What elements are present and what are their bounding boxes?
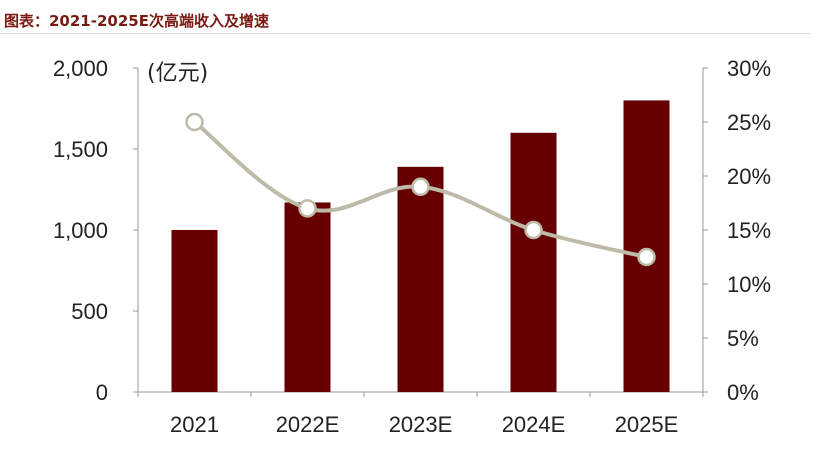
bar-2021 [171, 230, 218, 392]
growth-point-2025E [637, 247, 656, 267]
title-divider [0, 33, 810, 34]
bar-2022E [284, 202, 331, 392]
y-left-tick-label: 1,500 [53, 137, 108, 162]
y-right-tick-label: 15% [727, 218, 771, 243]
chart-title: 图表：2021-2025E次高端收入及增速 [4, 12, 269, 30]
growth-point-2021 [185, 112, 204, 132]
x-tick-label: 2023E [389, 412, 453, 437]
y-right-tick-label: 10% [727, 272, 771, 297]
bar-2025E [623, 100, 670, 393]
y-left-tick-label: 500 [71, 299, 108, 324]
y-left-unit-label: (亿元) [147, 61, 208, 86]
bar-2024E [510, 132, 557, 393]
y-right-tick-label: 0% [727, 380, 759, 405]
y-left-tick-label: 0 [96, 380, 108, 405]
y-left-tick-label: 2,000 [53, 56, 108, 81]
y-right-tick-label: 30% [727, 56, 771, 81]
x-tick-label: 2024E [502, 412, 566, 437]
bar-2023E [397, 166, 444, 392]
y-left-tick-label: 1,000 [53, 218, 108, 243]
growth-point-2023E [411, 177, 430, 197]
y-right-tick-label: 25% [727, 110, 771, 135]
x-tick-label: 2021 [170, 412, 219, 437]
growth-point-2022E [298, 199, 317, 218]
x-tick-label: 2022E [276, 412, 340, 437]
y-right-tick-label: 20% [727, 164, 771, 189]
growth-point-2024E [524, 220, 543, 240]
y-right-tick-label: 5% [727, 326, 759, 351]
x-tick-label: 2025E [615, 412, 679, 437]
